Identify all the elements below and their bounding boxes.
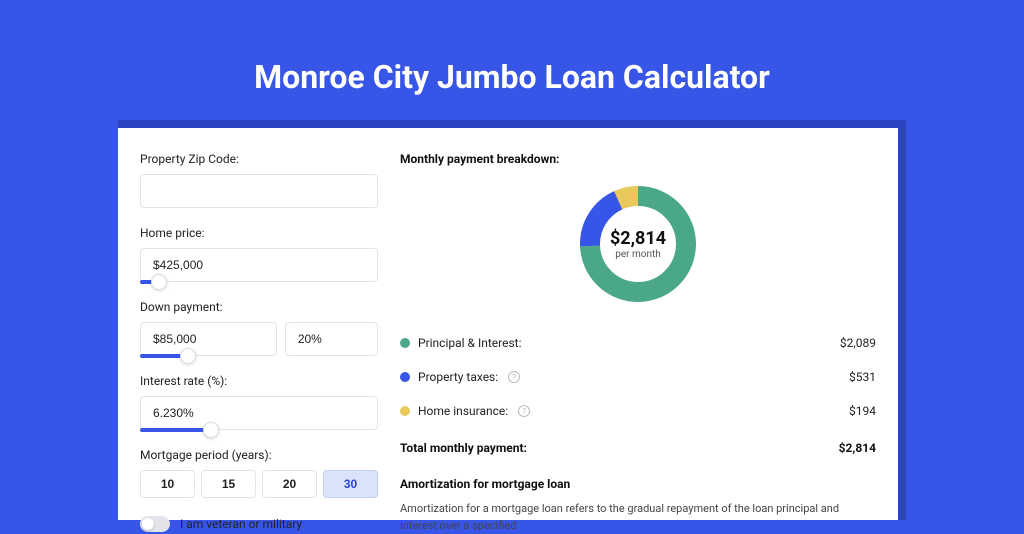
zip-label: Property Zip Code:	[140, 152, 378, 166]
card-shadow: Property Zip Code: Home price: Down paym…	[118, 120, 906, 520]
down-payment-label: Down payment:	[140, 300, 378, 314]
period-option-30[interactable]: 30	[323, 470, 378, 498]
zip-input[interactable]	[140, 174, 378, 208]
interest-rate-slider[interactable]	[140, 428, 378, 432]
donut-sub-label: per month	[615, 249, 661, 260]
interest-rate-label: Interest rate (%):	[140, 374, 378, 388]
veteran-toggle[interactable]	[140, 516, 170, 532]
breakdown-value: $2,089	[840, 336, 876, 350]
breakdown-row: Principal & Interest: $2,089	[400, 326, 876, 360]
total-row: Total monthly payment: $2,814	[400, 428, 876, 471]
home-price-input[interactable]	[140, 248, 378, 282]
donut-total-value: $2,814	[610, 228, 666, 249]
home-price-slider[interactable]	[140, 280, 378, 284]
total-value: $2,814	[839, 441, 876, 455]
breakdown-label: Principal & Interest:	[418, 336, 522, 350]
info-icon[interactable]: ?	[508, 371, 520, 383]
legend-dot	[400, 338, 410, 348]
breakdown-label: Property taxes:	[418, 370, 498, 384]
down-payment-pct-input[interactable]	[285, 322, 378, 356]
period-option-10[interactable]: 10	[140, 470, 195, 498]
breakdown-column: Monthly payment breakdown: $2,814 per mo…	[400, 152, 876, 520]
period-option-15[interactable]: 15	[201, 470, 256, 498]
slider-thumb[interactable]	[180, 348, 196, 364]
breakdown-value: $194	[849, 404, 876, 418]
calculator-card: Property Zip Code: Home price: Down paym…	[118, 128, 898, 520]
breakdown-row: Property taxes:? $531	[400, 360, 876, 394]
breakdown-title: Monthly payment breakdown:	[400, 152, 876, 166]
slider-thumb[interactable]	[151, 274, 167, 290]
donut-chart: $2,814 per month	[400, 180, 876, 308]
slider-thumb[interactable]	[203, 422, 219, 438]
legend-dot	[400, 406, 410, 416]
breakdown-value: $531	[849, 370, 876, 384]
mortgage-period-label: Mortgage period (years):	[140, 448, 378, 462]
inputs-column: Property Zip Code: Home price: Down paym…	[140, 152, 378, 520]
breakdown-label: Home insurance:	[418, 404, 508, 418]
home-price-label: Home price:	[140, 226, 378, 240]
breakdown-row: Home insurance:? $194	[400, 394, 876, 428]
down-payment-slider[interactable]	[140, 354, 378, 358]
period-option-20[interactable]: 20	[262, 470, 317, 498]
amortization-title: Amortization for mortgage loan	[400, 477, 876, 491]
legend-dot	[400, 372, 410, 382]
interest-rate-input[interactable]	[140, 396, 378, 430]
mortgage-period-group: 10152030	[140, 470, 378, 498]
page-title: Monroe City Jumbo Loan Calculator	[0, 0, 1024, 120]
down-payment-input[interactable]	[140, 322, 277, 356]
total-label: Total monthly payment:	[400, 441, 527, 455]
veteran-label: I am veteran or military	[180, 517, 302, 531]
breakdown-list: Principal & Interest: $2,089 Property taxe…	[400, 326, 876, 428]
info-icon[interactable]: ?	[518, 405, 530, 417]
amortization-section: Amortization for mortgage loan Amortizat…	[400, 477, 876, 534]
amortization-text: Amortization for a mortgage loan refers …	[400, 501, 876, 534]
